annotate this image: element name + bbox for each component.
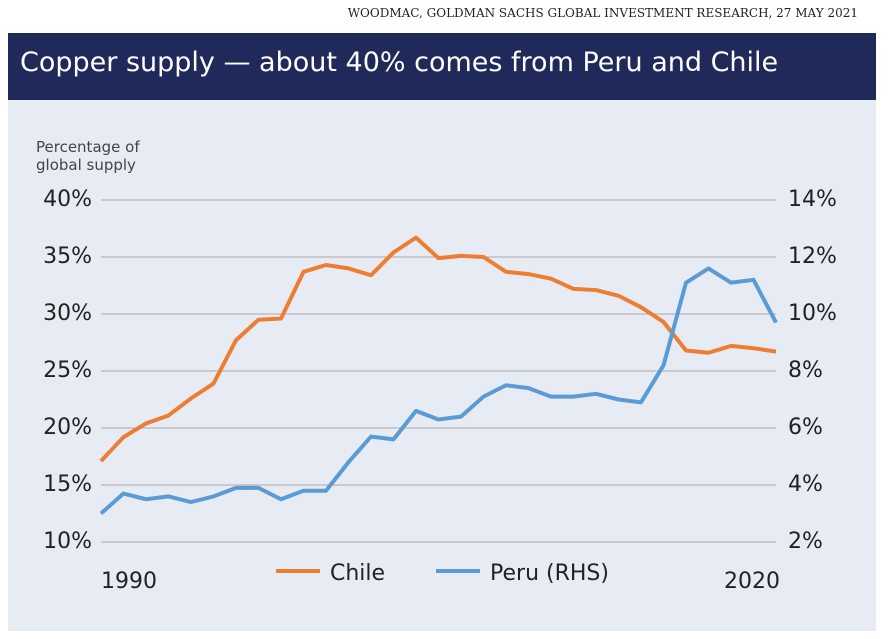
y-tick-label: 30% (43, 301, 92, 326)
y-tick-label: 25% (43, 358, 92, 383)
y2-tick-label: 4% (788, 472, 823, 497)
y-tick-label: 40% (43, 187, 92, 212)
source: WOODMAC, GOLDMAN SACHS GLOBAL INVESTMENT… (347, 6, 858, 20)
y-tick-label: 35% (43, 244, 92, 269)
series-line (99, 235, 777, 463)
y-tick-label: 10% (43, 529, 92, 554)
y-tick-label: 20% (43, 415, 92, 440)
chart-title: Copper supply — about 40% comes from Per… (20, 47, 779, 78)
y2-tick-label: 10% (788, 301, 837, 326)
y2-tick-label: 2% (788, 529, 823, 554)
y-tick-label: 15% (43, 472, 92, 497)
legend-label: Chile (330, 561, 385, 586)
x-tick-label: 2020 (724, 569, 780, 594)
y2-tick-label: 12% (788, 244, 837, 269)
y-axis-title: Percentage of global supply (36, 138, 140, 174)
y2-tick-label: 14% (788, 187, 837, 212)
y2-tick-label: 6% (788, 415, 823, 440)
y2-tick-label: 8% (788, 358, 823, 383)
header: Copper supply — about 40% comes from Per… (8, 33, 876, 100)
legend-label: Peru (RHS) (490, 561, 609, 586)
series-line (99, 266, 778, 515)
x-tick-label: 1990 (101, 569, 157, 594)
